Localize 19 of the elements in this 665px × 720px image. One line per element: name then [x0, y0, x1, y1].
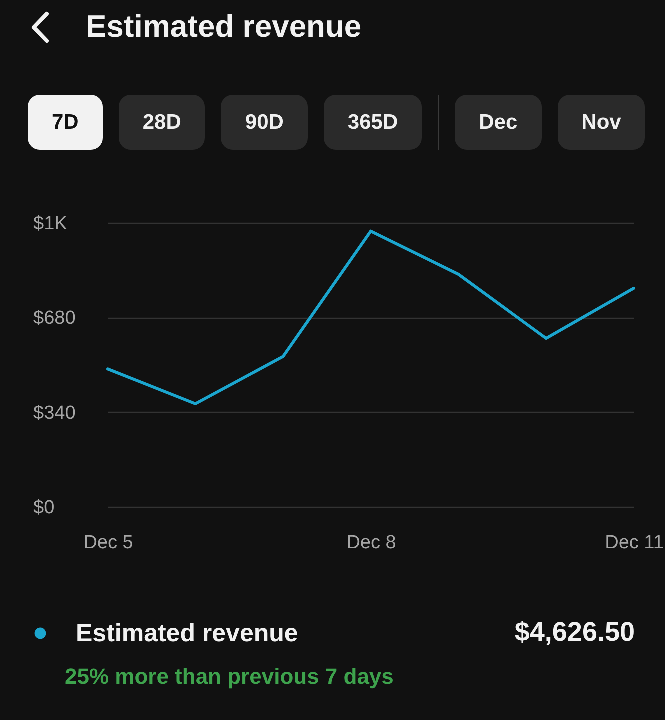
period-tab[interactable]: 90D	[221, 95, 308, 150]
chart-title: Estimated revenue	[86, 8, 362, 46]
text: $4,626.50	[514, 616, 635, 649]
period-tab[interactable]: 365D	[324, 95, 422, 150]
back-icon[interactable]	[29, 11, 51, 44]
period-tab[interactable]: 28D	[118, 95, 206, 150]
y-tick-label: $0	[34, 498, 55, 518]
x-tick-label: Dec 11	[605, 532, 664, 554]
period-tab[interactable]: Nov	[558, 95, 646, 150]
legend-label: Estimated revenue	[76, 620, 298, 648]
line-series	[106, 230, 636, 406]
text: 25% more than previous 7 days	[65, 663, 394, 691]
x-tick-label: Dec 5	[84, 532, 134, 554]
x-tick-label: Dec 8	[346, 532, 396, 554]
period-tab[interactable]: Dec	[455, 95, 542, 150]
y-tick-label: $340	[34, 402, 76, 424]
y-tick-label: $680	[34, 308, 76, 330]
y-tick-label: $1K	[34, 214, 68, 234]
period-tab[interactable]: 7D	[28, 95, 103, 150]
